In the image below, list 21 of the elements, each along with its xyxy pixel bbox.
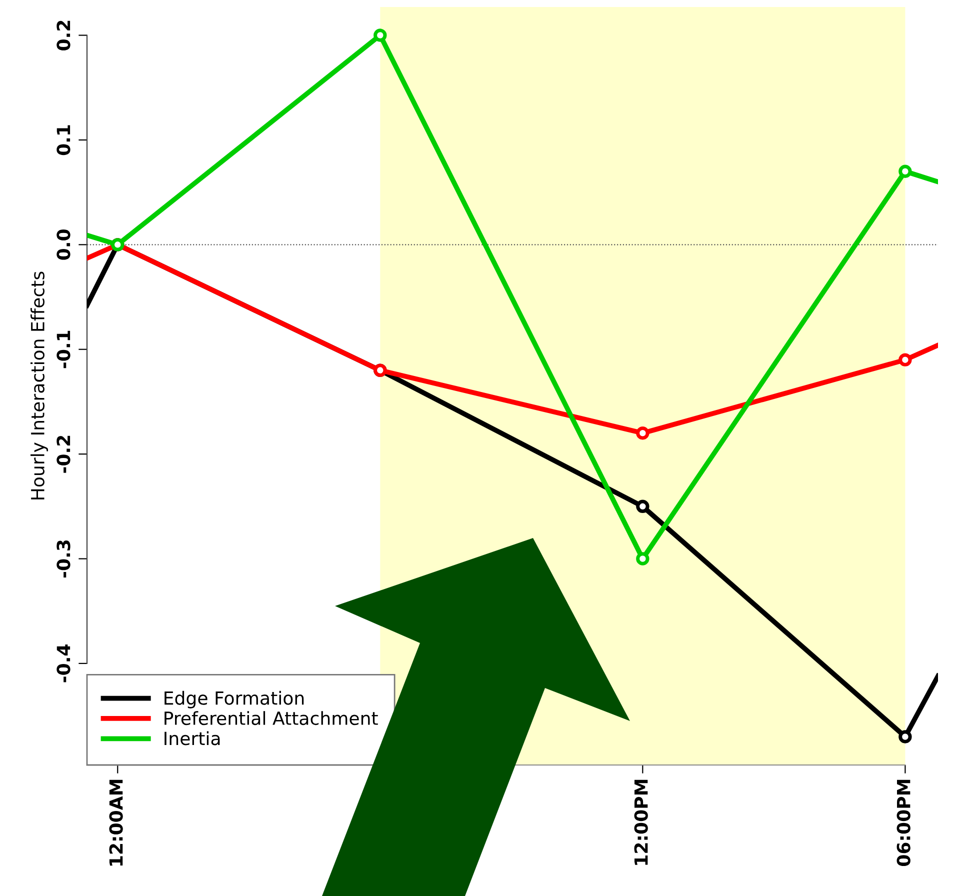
y-tick-label: -0.3 (56, 540, 70, 578)
legend-label: Inertia (164, 731, 220, 746)
y-tick-label: -0.2 (56, 436, 70, 473)
point (898, 353, 912, 366)
y-tick-label: 0.0 (56, 230, 70, 260)
y-tick-label: -0.1 (56, 330, 70, 368)
legend-label: Preferential Attachment (164, 711, 378, 726)
point (374, 28, 387, 42)
y-tick-label: 0.2 (56, 20, 70, 50)
point (636, 426, 650, 440)
legend-label: Edge Formation (164, 690, 304, 708)
x-tick-label: 06:00PM (896, 780, 910, 866)
x-tick-label: 12:00AM (109, 780, 123, 866)
x-tick-label: 12:00PM (634, 780, 648, 865)
point (636, 500, 650, 513)
y-tick-label: 0.1 (56, 125, 70, 156)
point (898, 730, 912, 744)
point (898, 164, 912, 178)
point (636, 552, 650, 566)
y-tick-label: -0.4 (56, 644, 70, 682)
y-axis-title: Hourly Interaction Effects (30, 272, 48, 500)
